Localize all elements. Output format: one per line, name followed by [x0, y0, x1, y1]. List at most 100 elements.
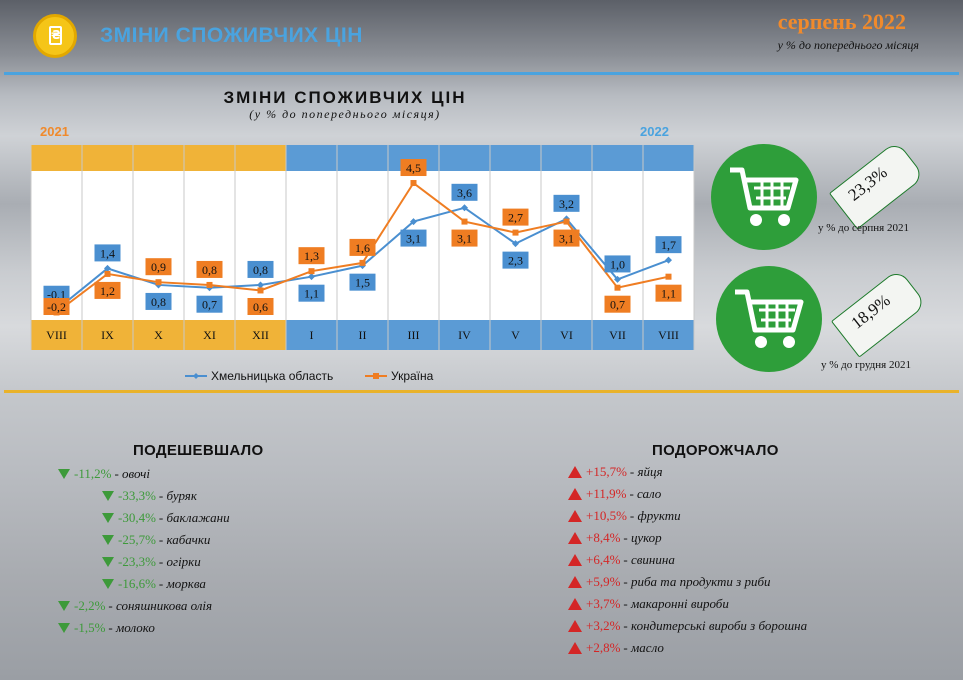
shopping-cart-icon [730, 167, 799, 226]
axis-band-cell [184, 320, 235, 350]
data-label: 4,5 [406, 161, 421, 175]
series-marker [257, 287, 264, 294]
category-label: II [359, 328, 367, 342]
data-label: 0,7 [202, 298, 217, 312]
axis-band-cell [541, 320, 592, 350]
axis-band-cell [337, 320, 388, 350]
item-label: - фрукти [629, 508, 681, 523]
data-label: 0,9 [151, 260, 166, 274]
chart-title: ЗМІНИ СПОЖИВЧИХ ЦІН [223, 88, 467, 107]
period-subtitle: у % до попереднього місяця [777, 38, 919, 52]
hryvnia-glyph: ₴ [49, 26, 62, 45]
period-title: серпень 2022 [777, 9, 906, 34]
legend-marker [193, 373, 199, 379]
page-title: ЗМІНИ СПОЖИВЧИХ ЦІН [100, 24, 363, 47]
shopping-cart-icon [735, 289, 804, 348]
item-label: - буряк [158, 488, 197, 503]
data-label: 3,1 [559, 232, 574, 246]
data-label-box [655, 284, 682, 302]
data-label-box [349, 273, 376, 291]
data-label-box [553, 229, 580, 247]
item-label: - риба та продукти з риби [623, 574, 771, 589]
header-band-cell [82, 145, 133, 171]
cart-caption: у % до серпня 2021 [818, 222, 909, 234]
price-change-chart: VIII IX X XI XII I II III IV V VI VII VIII-0,11,40,8… [30, 145, 695, 383]
axis-band-cell [31, 320, 82, 350]
data-label: -0,2 [47, 300, 66, 314]
triangle-up-icon [568, 488, 582, 500]
series-marker [512, 229, 519, 236]
item-label: - макаронні вироби [623, 596, 729, 611]
data-label-box [604, 255, 631, 273]
category-label: X [154, 328, 163, 342]
data-label: 0,8 [151, 295, 166, 309]
chart-subtitle: (у % до попереднього місяця) [249, 107, 441, 121]
data-label-box [502, 208, 529, 226]
legend-label: Україна [391, 369, 434, 383]
data-label: 2,3 [508, 254, 523, 268]
data-label-box [43, 298, 70, 315]
item-percent: -25,7% [118, 532, 156, 547]
data-label-box [451, 183, 478, 201]
data-label: 1,1 [661, 287, 676, 301]
header-divider [4, 72, 959, 75]
item-label: - кабачки [158, 532, 211, 547]
item-label: - масло [623, 640, 664, 655]
item-percent: -16,6% [118, 576, 156, 591]
category-label: I [310, 328, 314, 342]
axis-band-cell [490, 320, 541, 350]
data-label: 3,1 [406, 232, 421, 246]
header-band-cell [490, 145, 541, 171]
axis-band-cell [82, 320, 133, 350]
data-label-box [451, 229, 478, 247]
series-marker [461, 204, 468, 212]
triangle-up-icon [568, 466, 582, 478]
category-label: IV [458, 328, 471, 342]
hryvnia-coin-icon: ₴ [33, 14, 77, 58]
series-marker [257, 281, 264, 289]
data-label-box [298, 284, 325, 302]
header-band-cell [235, 145, 286, 171]
triangle-down-icon [58, 469, 70, 479]
data-label: 1,2 [100, 284, 115, 298]
item-label: - молоко [108, 620, 155, 635]
axis-band-cell [592, 320, 643, 350]
list-item: +10,5% - фрукти [568, 507, 681, 525]
item-percent: +11,9% [586, 486, 627, 501]
list-item: -11,2% - овочі [58, 465, 150, 483]
data-label-box [502, 251, 529, 269]
data-label: 3,2 [559, 197, 574, 211]
cheaper-heading: ПОДЕШЕВШАЛО [133, 442, 264, 459]
category-label: III [408, 328, 420, 342]
triangle-down-icon [58, 601, 70, 611]
triangle-up-icon [568, 532, 582, 544]
series-marker [563, 218, 570, 225]
triangle-up-icon [568, 576, 582, 588]
axis-band-cell [643, 320, 694, 350]
data-label: 1,7 [661, 238, 676, 252]
item-percent: +10,5% [586, 508, 627, 523]
cart-card-december: 18,9% у % до грудня 2021 [706, 258, 956, 373]
header-band-cell [286, 145, 337, 171]
item-label: - соняшникова олія [108, 598, 213, 613]
header-band-cell [337, 145, 388, 171]
list-item: +15,7% - яйця [568, 463, 663, 481]
data-label-box [655, 236, 682, 254]
data-label-box [94, 244, 121, 262]
item-percent: -30,4% [118, 510, 156, 525]
cart-caption: у % до грудня 2021 [821, 359, 911, 371]
data-label-box [196, 260, 223, 278]
pricier-heading: ПОДОРОЖЧАЛО [652, 442, 779, 459]
legend-label: Хмельницька область [211, 369, 333, 383]
category-label: VII [609, 328, 626, 342]
data-label: 0,8 [202, 263, 217, 277]
item-percent: -11,2% [74, 466, 112, 481]
data-label-box [400, 159, 427, 177]
item-percent: +2,8% [586, 640, 621, 655]
data-label-box [247, 260, 274, 278]
header-band-cell [541, 145, 592, 171]
triangle-down-icon [102, 579, 114, 589]
list-item: +8,4% - цукор [568, 529, 662, 547]
axis-band-cell [133, 320, 184, 350]
item-label: - овочі [114, 466, 150, 481]
